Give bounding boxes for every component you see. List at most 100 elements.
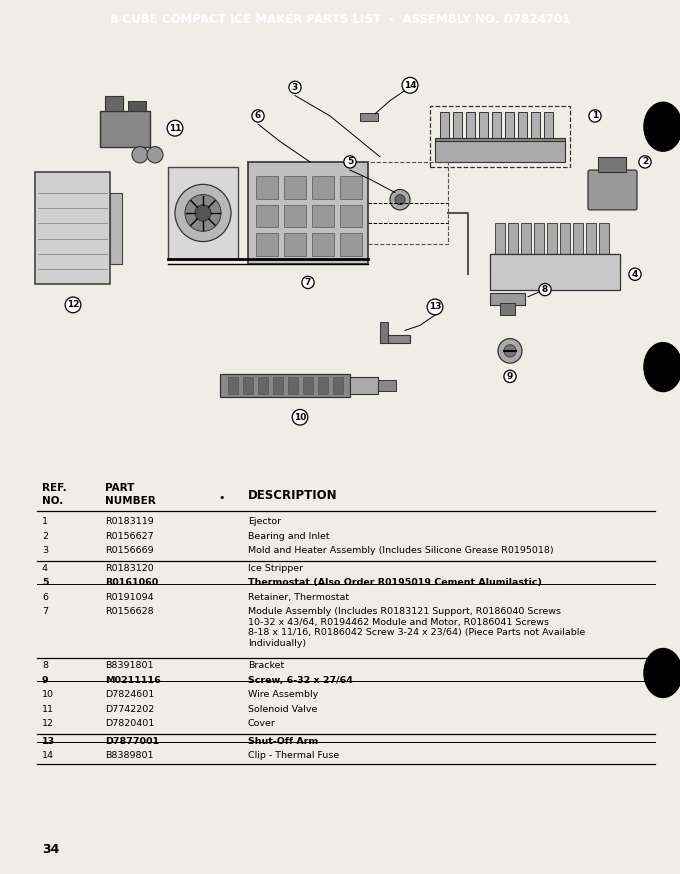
Text: Clip - Thermal Fuse: Clip - Thermal Fuse: [248, 752, 339, 760]
Text: Ice Stripper: Ice Stripper: [248, 564, 303, 573]
Bar: [340, 177, 362, 198]
Text: 3: 3: [292, 83, 298, 92]
Bar: [228, 378, 238, 394]
Bar: [598, 156, 626, 172]
Bar: [128, 101, 146, 111]
Text: 7: 7: [42, 607, 48, 616]
Text: Shut-Off Arm: Shut-Off Arm: [248, 737, 318, 746]
Bar: [508, 223, 518, 259]
Circle shape: [498, 338, 522, 363]
Text: R0183120: R0183120: [105, 564, 154, 573]
Bar: [599, 223, 609, 259]
Bar: [490, 253, 620, 289]
Text: 9: 9: [507, 372, 513, 381]
Bar: [243, 378, 253, 394]
FancyBboxPatch shape: [453, 112, 462, 142]
Text: REF.: REF.: [42, 483, 67, 493]
FancyBboxPatch shape: [518, 112, 527, 142]
Text: 8: 8: [42, 661, 48, 670]
Text: D7824601: D7824601: [105, 690, 154, 699]
Bar: [350, 378, 378, 394]
Bar: [248, 162, 368, 264]
Text: 6: 6: [255, 112, 261, 121]
Text: R0161060: R0161060: [105, 579, 158, 587]
Circle shape: [395, 195, 405, 205]
Bar: [318, 378, 328, 394]
Text: 2: 2: [42, 532, 48, 541]
FancyBboxPatch shape: [531, 112, 540, 142]
Text: Cover: Cover: [248, 719, 276, 728]
Bar: [435, 138, 565, 147]
Text: 5: 5: [42, 579, 48, 587]
Text: 8 CUBE COMPACT ICE MAKER PARTS LIST  -  ASSEMBLY NO. D7824701: 8 CUBE COMPACT ICE MAKER PARTS LIST - AS…: [110, 13, 570, 26]
Text: 3: 3: [42, 546, 48, 555]
Text: R0183119: R0183119: [105, 517, 154, 526]
Text: Thermostat (Also Order R0195019 Cement Alumilastic): Thermostat (Also Order R0195019 Cement A…: [248, 579, 542, 587]
Bar: [256, 233, 278, 256]
Text: B8391801: B8391801: [105, 661, 154, 670]
Text: D7820401: D7820401: [105, 719, 154, 728]
FancyBboxPatch shape: [544, 112, 553, 142]
Bar: [495, 223, 505, 259]
Text: Bracket: Bracket: [248, 661, 284, 670]
Circle shape: [147, 147, 163, 163]
Text: 2: 2: [642, 157, 648, 166]
Text: Mold and Heater Assembly (Includes Silicone Grease R0195018): Mold and Heater Assembly (Includes Silic…: [248, 546, 554, 555]
Bar: [586, 223, 596, 259]
Bar: [284, 233, 306, 256]
Bar: [573, 223, 583, 259]
Bar: [490, 253, 620, 269]
Bar: [368, 162, 448, 244]
Text: 14: 14: [42, 752, 54, 760]
Bar: [435, 142, 565, 162]
Bar: [256, 205, 278, 227]
Text: 4: 4: [42, 564, 48, 573]
Bar: [220, 374, 350, 397]
Text: Bearing and Inlet: Bearing and Inlet: [248, 532, 330, 541]
Text: 6: 6: [42, 593, 48, 602]
Bar: [273, 378, 283, 394]
Text: NUMBER: NUMBER: [105, 496, 156, 506]
FancyBboxPatch shape: [588, 170, 637, 210]
Text: 12: 12: [42, 719, 54, 728]
Bar: [288, 378, 298, 394]
Text: 9: 9: [42, 676, 49, 684]
Text: R0156669: R0156669: [105, 546, 154, 555]
Bar: [168, 167, 238, 259]
Bar: [490, 293, 525, 305]
Text: Module Assembly (Includes R0183121 Support, R0186040 Screws
10-32 x 43/64, R0194: Module Assembly (Includes R0183121 Suppo…: [248, 607, 585, 648]
Bar: [521, 223, 531, 259]
Text: 11: 11: [42, 704, 54, 714]
Bar: [110, 192, 122, 264]
Circle shape: [175, 184, 231, 241]
Text: R0156627: R0156627: [105, 532, 154, 541]
Text: 10: 10: [294, 413, 306, 422]
Text: R0156628: R0156628: [105, 607, 154, 616]
Text: Wire Assembly: Wire Assembly: [248, 690, 318, 699]
Bar: [312, 177, 334, 198]
Bar: [360, 113, 378, 121]
Text: Screw, 6-32 x 27/64: Screw, 6-32 x 27/64: [248, 676, 353, 684]
Bar: [378, 380, 396, 391]
Bar: [333, 378, 343, 394]
Text: 8: 8: [542, 285, 548, 294]
Bar: [340, 205, 362, 227]
FancyBboxPatch shape: [466, 112, 475, 142]
Bar: [380, 335, 410, 343]
Text: 14: 14: [404, 80, 416, 90]
FancyBboxPatch shape: [479, 112, 488, 142]
Bar: [312, 233, 334, 256]
Circle shape: [195, 205, 211, 221]
Text: 5: 5: [347, 157, 353, 166]
Circle shape: [132, 147, 148, 163]
Bar: [430, 106, 570, 167]
Text: 7: 7: [305, 278, 311, 287]
Text: Ejector: Ejector: [248, 517, 281, 526]
Bar: [256, 177, 278, 198]
FancyBboxPatch shape: [492, 112, 501, 142]
Bar: [284, 205, 306, 227]
Bar: [100, 111, 150, 147]
Bar: [340, 233, 362, 256]
Text: D7877001: D7877001: [105, 737, 159, 746]
Circle shape: [504, 344, 516, 357]
